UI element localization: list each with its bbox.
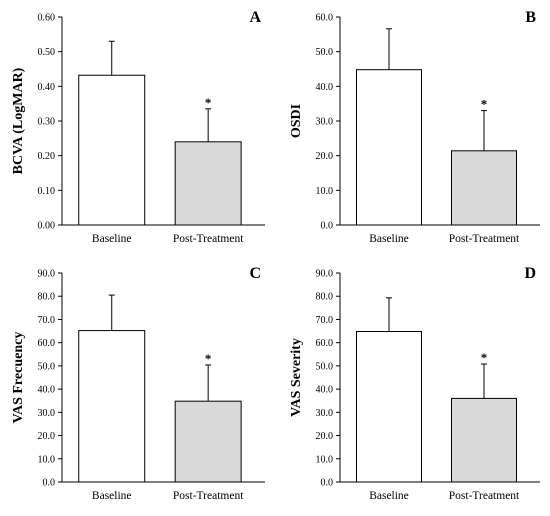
y-axis-label: VAS Frecuency [11, 332, 26, 424]
bar-baseline [78, 74, 146, 226]
y-tick-label: 20.0 [316, 151, 334, 162]
y-tick-label: 40.0 [316, 82, 334, 93]
y-axis-label: BCVA (LogMAR) [11, 67, 26, 174]
y-tick-label: 0.0 [321, 478, 334, 489]
x-tick-label: Post-Treatment [173, 233, 244, 245]
y-tick-label: 30.0 [316, 117, 334, 128]
chart-panel-a: 0.00 0.10 0.20 0.30 0.40 0.50 0.60 BCVA (LogMAR… [11, 9, 265, 245]
chart-panel-b: 0.0 10.0 20.0 30.0 40.0 50.0 60.0 OSDI B Baseline… [289, 9, 540, 245]
bar-baseline [78, 330, 146, 483]
x-tick-label: Baseline [92, 233, 132, 245]
y-tick-label: 60.0 [38, 338, 56, 349]
y-tick-label: 0.30 [38, 117, 56, 128]
significance-marker: * [205, 351, 212, 366]
y-tick-label: 90.0 [316, 269, 334, 280]
panel-letter: A [249, 9, 261, 26]
y-tick-label: 90.0 [38, 269, 56, 280]
chart-panel-d: 0.0 10.0 20.0 30.0 40.0 50.0 60.0 70.0 80.0 90.0 V… [289, 265, 540, 502]
panel-letter: C [249, 265, 261, 282]
y-tick-label: 60.0 [316, 13, 334, 24]
chart-panel-c: 0.0 10.0 20.0 30.0 40.0 50.0 60.0 70.0 80.0 90.0 V… [11, 265, 265, 502]
y-tick-label: 20.0 [38, 431, 56, 442]
x-tick-label: Post-Treatment [449, 490, 520, 502]
y-tick-label: 10.0 [316, 454, 334, 465]
y-tick-label: 0.50 [38, 47, 56, 58]
x-tick-label: Baseline [369, 490, 409, 502]
x-tick-label: Baseline [369, 233, 409, 245]
y-tick-label: 80.0 [38, 292, 56, 303]
panel-letter: D [524, 265, 536, 282]
y-tick-label: 0.40 [38, 82, 56, 93]
y-tick-label: 0.20 [38, 151, 56, 162]
y-tick-label: 40.0 [316, 385, 334, 396]
y-tick-label: 40.0 [38, 385, 56, 396]
y-tick-label: 0.0 [43, 478, 56, 489]
y-tick-label: 0.10 [38, 186, 56, 197]
y-tick-label: 0.0 [321, 221, 334, 232]
y-tick-label: 30.0 [38, 408, 56, 419]
y-tick-label: 0.00 [38, 221, 56, 232]
y-tick-label: 30.0 [316, 408, 334, 419]
y-tick-label: 20.0 [316, 431, 334, 442]
y-tick-label: 50.0 [316, 361, 334, 372]
y-tick-label: 10.0 [38, 454, 56, 465]
y-tick-label: 70.0 [38, 315, 56, 326]
y-axis-label: OSDI [289, 104, 304, 138]
bar-baseline [356, 69, 422, 226]
bar-post-treatment [451, 150, 517, 226]
x-tick-label: Baseline [92, 490, 132, 502]
y-tick-label: 0.60 [38, 13, 56, 24]
y-tick-label: 80.0 [316, 292, 334, 303]
bar-baseline [356, 331, 422, 483]
bar-post-treatment [174, 400, 242, 483]
significance-marker: * [481, 97, 488, 112]
bar-post-treatment [451, 397, 517, 483]
y-tick-label: 10.0 [316, 186, 334, 197]
y-tick-label: 60.0 [316, 338, 334, 349]
y-tick-label: 50.0 [316, 47, 334, 58]
x-tick-label: Post-Treatment [449, 233, 520, 245]
panel-letter: B [525, 9, 536, 26]
x-tick-label: Post-Treatment [173, 490, 244, 502]
y-tick-label: 70.0 [316, 315, 334, 326]
y-tick-label: 50.0 [38, 361, 56, 372]
significance-marker: * [205, 95, 212, 110]
y-axis-label: VAS Severity [289, 338, 304, 417]
bar-post-treatment [174, 141, 242, 226]
significance-marker: * [481, 350, 488, 365]
